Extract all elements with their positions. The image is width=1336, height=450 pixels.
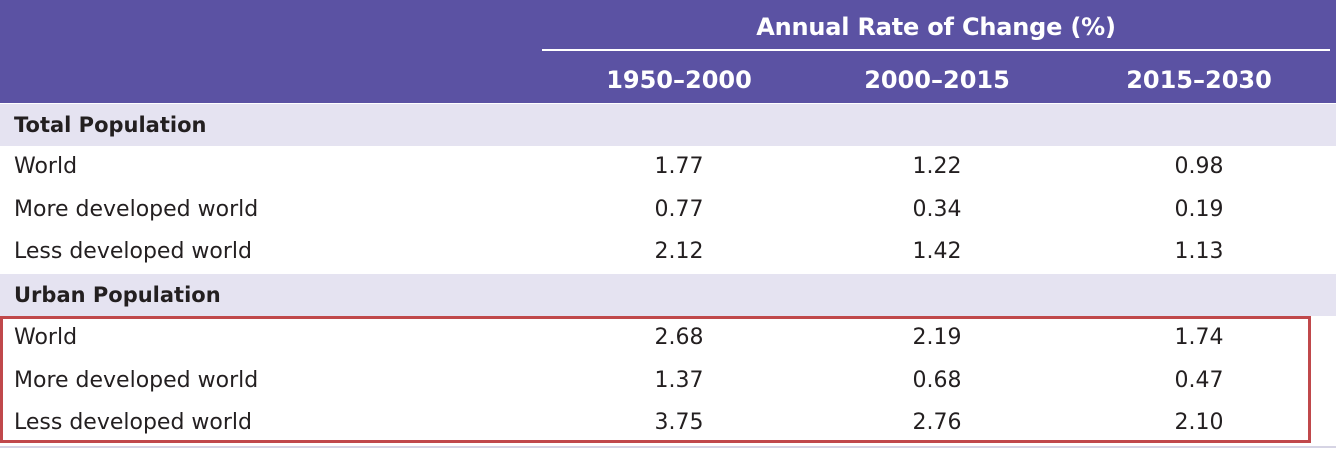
table-row: World 1.77 1.22 0.98 [0, 146, 1336, 188]
table-cell: 0.47 [1174, 368, 1224, 393]
super-header-rule [542, 49, 1330, 51]
table-cell: 1.42 [912, 239, 962, 264]
table-cell: 1.13 [1174, 239, 1224, 264]
super-header: Annual Rate of Change (%) [756, 13, 1116, 41]
table-cell: 3.75 [654, 410, 704, 435]
table-row: World 2.68 2.19 1.74 [0, 317, 1336, 359]
table-cell: 0.34 [912, 197, 962, 222]
table-cell: 2.76 [912, 410, 962, 435]
section-total-population: Total Population [0, 104, 1336, 146]
row-label: Less developed world [14, 239, 252, 264]
row-label: More developed world [14, 368, 259, 393]
table-row: More developed world 0.77 0.34 0.19 [0, 189, 1336, 231]
row-label: Less developed world [14, 410, 252, 435]
table-cell: 0.98 [1174, 154, 1224, 179]
table-row: Less developed world 2.12 1.42 1.13 [0, 231, 1336, 273]
table-cell: 2.10 [1174, 410, 1224, 435]
row-label: World [14, 325, 78, 350]
table-cell: 1.37 [654, 368, 704, 393]
table-cell: 1.22 [912, 154, 962, 179]
column-header-2000-2015: 2000–2015 [864, 66, 1010, 94]
table-cell: 2.12 [654, 239, 704, 264]
table-row: More developed world 1.37 0.68 0.47 [0, 360, 1336, 402]
table-cell: 0.68 [912, 368, 962, 393]
table-cell: 0.19 [1174, 197, 1224, 222]
table-cell: 0.77 [654, 197, 704, 222]
section-label: Total Population [14, 113, 207, 137]
table-cell: 2.68 [654, 325, 704, 350]
table-row: Less developed world 3.75 2.76 2.10 [0, 402, 1336, 444]
row-label: More developed world [14, 197, 259, 222]
section-label: Urban Population [14, 283, 221, 307]
table-cell: 1.74 [1174, 325, 1224, 350]
table-header: Annual Rate of Change (%) 1950–2000 2000… [0, 0, 1336, 103]
table-cell: 2.19 [912, 325, 962, 350]
table-bottom-rule [0, 446, 1336, 448]
column-header-1950-2000: 1950–2000 [606, 66, 752, 94]
row-label: World [14, 154, 78, 179]
table-cell: 1.77 [654, 154, 704, 179]
column-header-2015-2030: 2015–2030 [1126, 66, 1272, 94]
section-urban-population: Urban Population [0, 274, 1336, 316]
